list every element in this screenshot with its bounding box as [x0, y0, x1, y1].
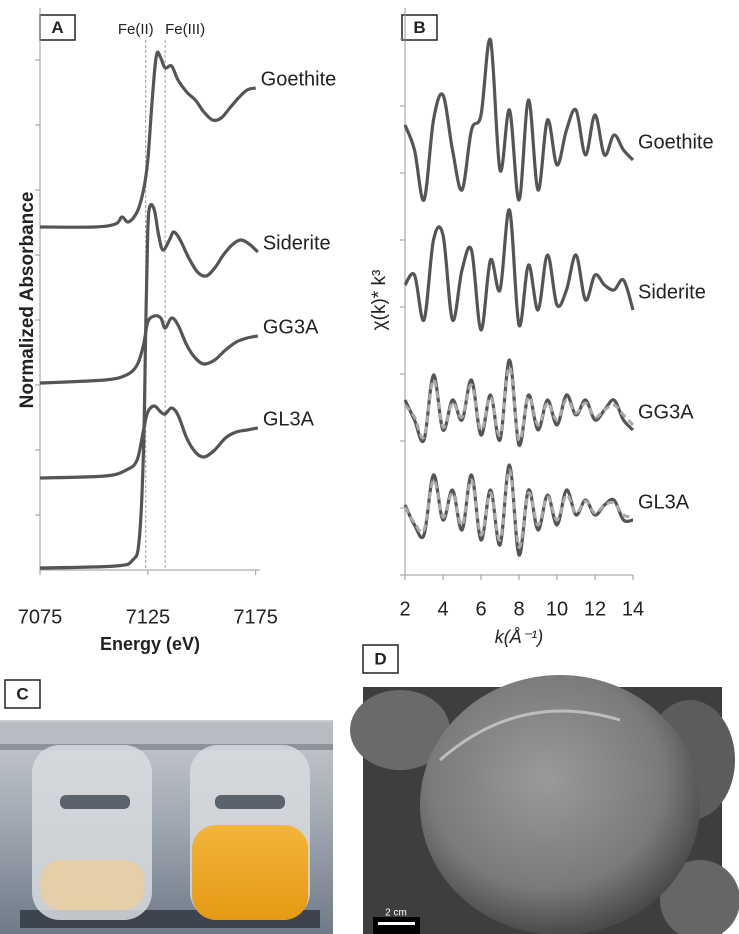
fit-curve: [403, 468, 634, 549]
panel-label: A: [51, 18, 63, 37]
x-tick-label: 8: [513, 598, 524, 620]
panel-label-box: [4, 679, 41, 709]
series-label: GL3A: [638, 491, 690, 513]
x-tick-label: 4: [437, 598, 448, 620]
photo-c: [0, 720, 333, 934]
panel-label: C: [16, 684, 28, 703]
panel-label-box: [39, 14, 76, 41]
series-label: GL3A: [263, 408, 315, 430]
series-label: GG3A: [263, 316, 319, 338]
spectrum: [403, 358, 635, 447]
spectrum: [403, 37, 635, 202]
series-label: Siderite: [263, 232, 331, 254]
x-axis-label: k(Å⁻¹): [495, 627, 544, 647]
spectrum: [39, 404, 259, 480]
x-tick-label: 12: [584, 598, 606, 620]
photo-d: [350, 675, 739, 934]
x-tick-label: 7075: [18, 606, 63, 628]
series-label: Goethite: [261, 68, 337, 90]
spectrum: [403, 208, 635, 332]
annotation: Fe(III): [165, 21, 205, 38]
panel-label-box: [362, 644, 399, 674]
x-tick-label: 6: [475, 598, 486, 620]
fit-curve: [403, 365, 635, 442]
series-label: Siderite: [638, 281, 706, 303]
spectrum: [403, 463, 634, 557]
panel-label: D: [374, 649, 386, 668]
series-label: Goethite: [638, 131, 714, 153]
x-tick-label: 14: [622, 598, 644, 620]
series-label: GG3A: [638, 401, 694, 423]
panel-label: B: [413, 18, 425, 37]
scale-bar-label: 2 cm: [385, 908, 407, 919]
x-tick-label: 2: [399, 598, 410, 620]
spectrum: [39, 314, 259, 385]
y-axis-label: χ(k)* k³: [369, 270, 390, 331]
annotation: Fe(II): [118, 21, 154, 38]
panel-label-box: [401, 14, 438, 41]
x-tick-label: 7175: [233, 606, 278, 628]
spectrum: [39, 50, 257, 229]
spectrum: [39, 202, 259, 570]
x-tick-label: 7125: [126, 606, 171, 628]
x-axis-label: Energy (eV): [100, 634, 200, 654]
x-tick-label: 10: [546, 598, 568, 620]
y-axis-label: Normalized Absorbance: [17, 192, 38, 409]
